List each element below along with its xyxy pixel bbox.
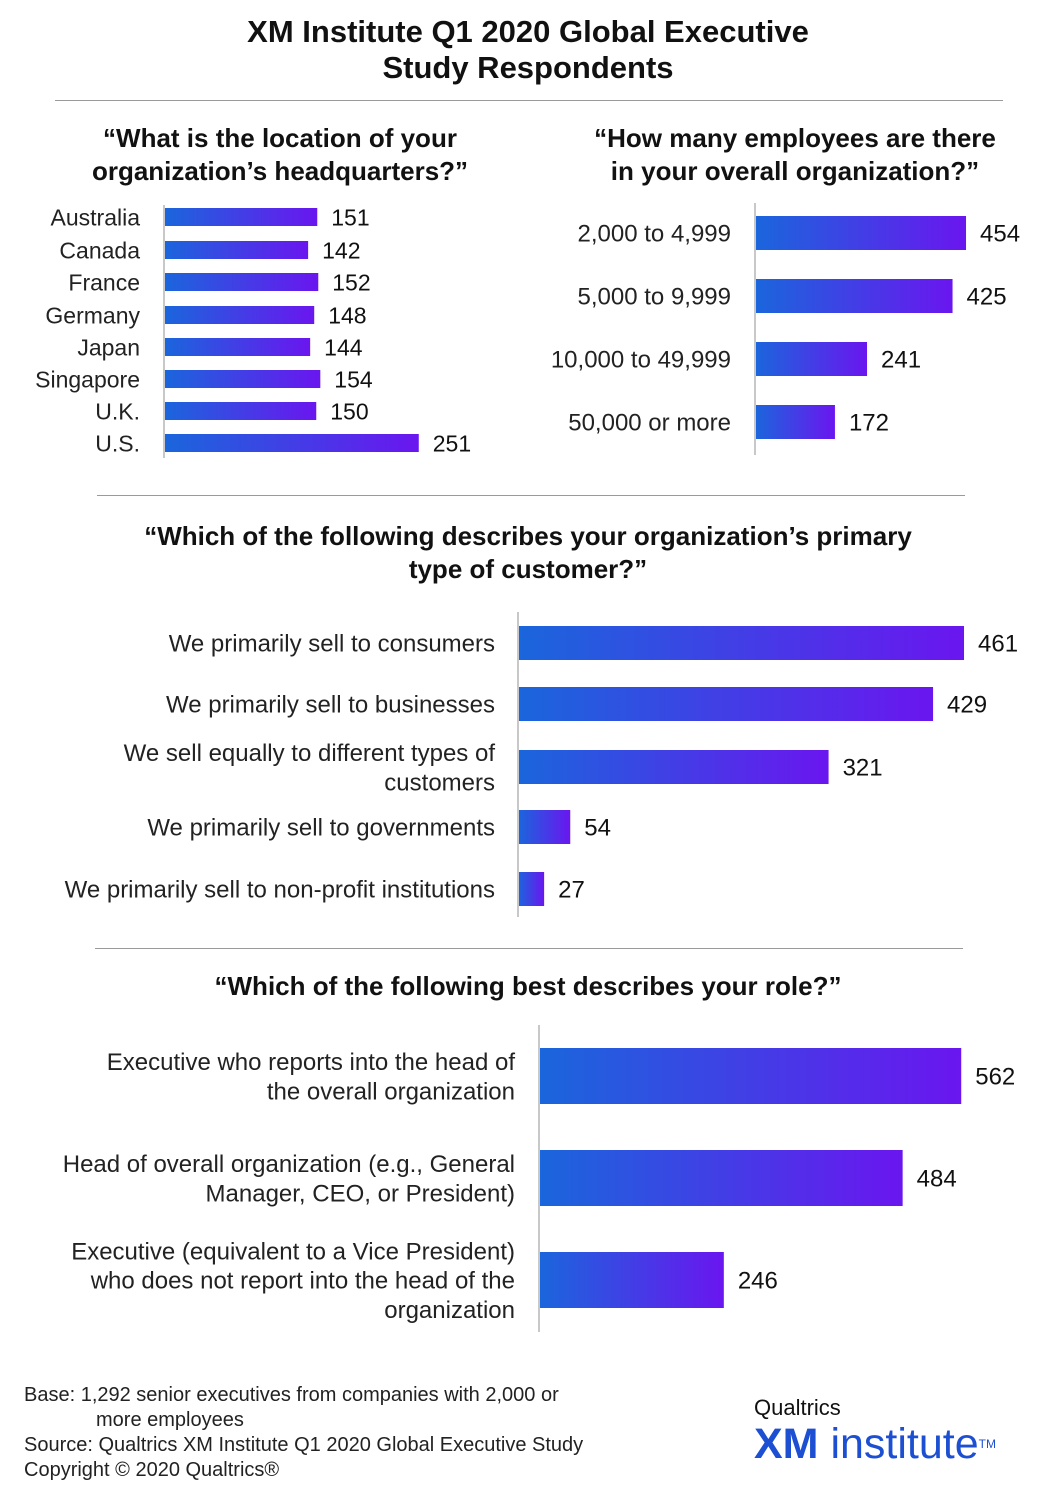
customer-category-label: We primarily sell to non-profit institut… [65, 877, 495, 904]
employees-bar [755, 279, 953, 313]
hq-category-label: U.K. [95, 398, 140, 424]
employees-value-label: 454 [980, 221, 1020, 248]
logo-tm: TM [978, 1437, 996, 1451]
q3-title: “Which of the following describes your o… [0, 520, 1056, 586]
employees-category-label: 2,000 to 4,999 [578, 221, 731, 248]
footer-copyright: Copyright © 2020 Qualtrics® [24, 1459, 280, 1481]
customer-bar [518, 872, 545, 906]
role-category-label: who does not report into the head of the [90, 1268, 515, 1295]
role-value-label: 246 [738, 1268, 778, 1295]
page-title: XM Institute Q1 2020 Global Executive St… [0, 14, 1056, 86]
logo-xm: XM [754, 1420, 819, 1468]
employees-value-label: 241 [881, 347, 921, 374]
hq-value-label: 152 [332, 269, 370, 295]
role-category-label: Executive (equivalent to a Vice Presiden… [71, 1238, 515, 1265]
role-value-label: 562 [975, 1064, 1015, 1091]
customer-bar [518, 687, 934, 721]
customer-category-label: customers [384, 769, 495, 796]
footer-base-line-2: more employees [96, 1409, 244, 1431]
hq-value-label: 154 [334, 366, 373, 392]
hq-category-label: France [68, 269, 140, 295]
customer-value-label: 321 [843, 755, 883, 782]
employees-bar [755, 342, 868, 376]
customer-category-label: We primarily sell to businesses [166, 692, 495, 719]
customer-category-label: We primarily sell to governments [147, 815, 495, 842]
footer-base-line-1: Base: 1,292 senior executives from compa… [24, 1384, 559, 1406]
section-divider-1 [97, 495, 965, 496]
employees-category-label: 5,000 to 9,999 [578, 284, 731, 311]
logo-brand: Qualtrics [754, 1395, 841, 1420]
hq-bar [164, 434, 419, 452]
customer-chart: 461 We primarily sell to consumers 429 We p… [65, 612, 1018, 917]
employees-category-label: 50,000 or more [568, 410, 731, 437]
customer-category-label: We sell equally to different types of [124, 740, 496, 767]
q4-title-line-1: “Which of the following best describes y… [214, 971, 842, 1001]
page-title-line-1: XM Institute Q1 2020 Global Executive [247, 14, 809, 49]
employees-value-label: 425 [967, 284, 1007, 311]
logo-wordmark: XM instituteTM [754, 1421, 1034, 1467]
hq-category-label: Canada [59, 237, 140, 263]
q1-title-line-2: organization’s headquarters?” [91, 156, 469, 186]
role-bar [539, 1150, 903, 1206]
role-category-label: the overall organization [267, 1078, 515, 1105]
hq-bar [164, 241, 309, 259]
customer-value-label: 27 [558, 877, 585, 904]
customer-category-label: We primarily sell to consumers [169, 631, 495, 658]
hq-value-label: 150 [330, 398, 368, 424]
customer-value-label: 54 [584, 815, 611, 842]
role-bar [539, 1252, 724, 1308]
hq-value-label: 251 [433, 430, 471, 456]
q2-title-line-2: in your overall organization?” [610, 156, 980, 186]
hq-category-label: Singapore [35, 366, 140, 392]
q1-title: “What is the location of your organizati… [20, 122, 540, 188]
title-divider [55, 100, 1003, 101]
employees-chart: 454 2,000 to 4,999 425 5,000 to 9,999 241 10,… [551, 203, 1020, 455]
employees-value-label: 172 [849, 410, 889, 437]
customer-value-label: 461 [978, 631, 1018, 658]
role-value-label: 484 [917, 1166, 957, 1193]
hq-bar [164, 370, 321, 388]
hq-bar [164, 273, 319, 291]
q3-title-line-1: “Which of the following describes your o… [144, 521, 912, 551]
logo-institute: institute [830, 1420, 979, 1468]
hq-value-label: 142 [322, 237, 360, 263]
qualtrics-xm-institute-logo: Qualtrics XM instituteTM [754, 1395, 1034, 1467]
section-divider-2 [95, 948, 963, 949]
employees-bar [755, 405, 835, 439]
q1-title-line-1: “What is the location of your [103, 123, 457, 153]
hq-category-label: Germany [45, 302, 140, 328]
hq-bar [164, 402, 317, 420]
hq-bar [164, 338, 311, 356]
q4-title: “Which of the following best describes y… [0, 970, 1056, 1003]
footer-notes: Base: 1,292 senior executives from compa… [24, 1383, 583, 1483]
role-category-label: Executive who reports into the head of [107, 1049, 516, 1076]
footer-source: Source: Qualtrics XM Institute Q1 2020 G… [24, 1434, 584, 1456]
hq-bar [164, 306, 315, 324]
employees-category-label: 10,000 to 49,999 [551, 347, 731, 374]
role-category-label: Head of overall organization (e.g., Gene… [63, 1151, 515, 1178]
q2-title: “How many employees are there in your ov… [530, 122, 1056, 188]
role-category-label: Manager, CEO, or President) [206, 1180, 515, 1207]
role-category-label: organization [384, 1297, 515, 1324]
customer-value-label: 429 [947, 692, 987, 719]
hq-chart: 151 Australia 142 Canada 152 France 148 Germany… [35, 204, 471, 458]
customer-bar [518, 810, 571, 844]
hq-category-label: Japan [77, 334, 140, 360]
hq-category-label: Australia [51, 204, 141, 230]
role-bar [539, 1048, 962, 1104]
hq-value-label: 151 [331, 204, 369, 230]
role-chart: 562 Executive who reports into the head o… [63, 1025, 1015, 1332]
q2-title-line-1: “How many employees are there [594, 123, 996, 153]
page-title-line-2: Study Respondents [382, 50, 674, 85]
q3-title-line-2: type of customer?” [408, 554, 648, 584]
hq-value-label: 144 [324, 334, 363, 360]
customer-bar [518, 626, 965, 660]
hq-value-label: 148 [328, 302, 366, 328]
customer-bar [518, 750, 829, 784]
hq-bar [164, 208, 318, 226]
hq-category-label: U.S. [95, 430, 140, 456]
employees-bar [755, 216, 967, 250]
